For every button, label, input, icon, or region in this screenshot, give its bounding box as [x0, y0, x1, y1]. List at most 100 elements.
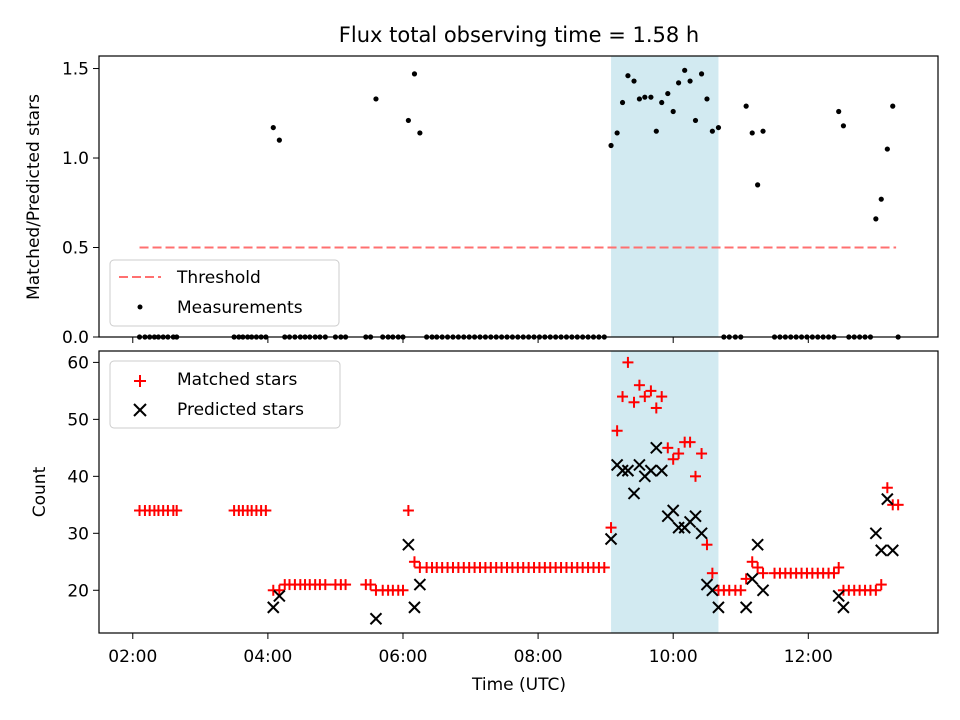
legend-predicted-label: Predicted stars: [177, 400, 304, 420]
predicted-star-point: [695, 527, 708, 540]
predicted-star-point: [751, 538, 764, 551]
measurement-point: [749, 130, 755, 136]
matched-star-point: [365, 579, 377, 591]
matched-star-point: [260, 505, 272, 517]
predicted-star-point: [655, 464, 668, 477]
chart-title: Flux total observing time = 1.58 h: [339, 23, 699, 47]
matched-star-point: [689, 470, 701, 482]
top-plot-frame: [98, 55, 939, 338]
top-y-tick-label: 1.5: [62, 60, 89, 80]
matched-star-point: [746, 556, 758, 568]
matched-star-point: [875, 579, 887, 591]
x-tick-label: 02:00: [108, 647, 157, 667]
measurement-point: [884, 146, 890, 152]
x-tick-label: 08:00: [514, 647, 563, 667]
bottom-highlight-span: [611, 351, 719, 633]
bottom-y-tick-label: 30: [67, 524, 89, 544]
measurement-point: [665, 90, 671, 97]
predicted-star-point: [650, 441, 663, 455]
matched-star-point: [650, 402, 662, 414]
measurement-point: [608, 142, 614, 149]
predicted-star-point: [413, 578, 427, 591]
matched-star-point: [319, 579, 331, 591]
legend-threshold-label: Threshold: [176, 268, 261, 288]
predicted-star-point: [756, 584, 770, 597]
measurement-point: [411, 71, 418, 77]
predicted-star-point: [627, 487, 641, 500]
matched-star-point: [171, 505, 183, 517]
predicted-star-point: [402, 538, 415, 551]
predicted-star-point: [739, 601, 753, 614]
matched-star-point: [828, 567, 840, 579]
matched-star-point: [757, 567, 769, 579]
matched-star-point: [684, 436, 696, 448]
predicted-star-point: [408, 601, 421, 614]
predicted-star-point: [666, 504, 680, 517]
bottom-legend-box: [109, 360, 341, 429]
matched-star-point: [870, 584, 882, 596]
matched-star-point: [740, 573, 752, 585]
measurement-point: [709, 128, 715, 134]
matched-star-point: [273, 584, 285, 596]
measurement-point: [631, 78, 637, 84]
measurement-point: [743, 103, 749, 109]
matched-star-point: [833, 561, 845, 573]
matched-star-point: [892, 499, 904, 511]
matched-star-point: [628, 396, 640, 408]
predicted-star-point: [832, 589, 845, 603]
bottom-y-tick-label: 60: [67, 353, 89, 373]
top-y-tick-label: 0.0: [62, 328, 89, 348]
measurement-point: [687, 78, 693, 84]
measurement-point: [704, 96, 710, 102]
measurement-point: [276, 137, 282, 143]
predicted-star-point: [267, 601, 280, 614]
predicted-star-point: [604, 532, 618, 546]
predicted-star-point: [869, 527, 883, 540]
predicted-star-point: [706, 584, 719, 597]
legend-measurements-swatch: [137, 304, 143, 310]
x-tick-label: 06:00: [378, 647, 427, 667]
measurement-point: [873, 216, 879, 222]
predicted-stars-series: [267, 441, 899, 625]
measurement-point: [675, 80, 682, 86]
measurement-point: [659, 99, 665, 106]
measurement-point: [614, 130, 620, 136]
legend-matched-swatch: [134, 375, 146, 387]
matched-star-point: [645, 385, 657, 397]
matched-star-point: [633, 379, 645, 391]
top-panel: 0.0 0.5 1.0 1.5 Matched/Predicted stars Thr…: [24, 55, 939, 348]
predicted-star-point: [633, 458, 646, 472]
bottom-y-tick-label: 50: [67, 410, 89, 430]
measurement-point: [682, 67, 688, 73]
bottom-legend: Matched stars Predicted stars: [109, 360, 341, 429]
bottom-y-axis-label: Count: [30, 466, 50, 517]
top-y-tick-label: 1.0: [62, 149, 89, 169]
predicted-star-point: [273, 589, 286, 603]
predicted-star-point: [712, 601, 725, 614]
measurement-point: [840, 123, 847, 129]
measurement-point: [715, 124, 722, 131]
predicted-star-point: [689, 510, 702, 523]
predicted-star-point: [886, 544, 899, 557]
measurement-point: [648, 94, 654, 100]
predicted-star-point: [616, 464, 629, 477]
matched-star-point: [662, 442, 674, 454]
matched-stars-series: [134, 356, 904, 596]
top-axis-ticks: 0.0 0.5 1.0 1.5: [62, 60, 809, 348]
matched-star-point: [611, 425, 623, 437]
measurement-point: [270, 124, 276, 131]
top-legend: Threshold Measurements: [109, 259, 340, 327]
measurement-point: [760, 128, 766, 134]
predicted-star-point: [746, 572, 759, 586]
bottom-y-tick-label: 40: [67, 467, 89, 487]
measurement-point: [670, 108, 676, 115]
matched-star-point: [408, 556, 420, 568]
measurement-point: [653, 128, 659, 134]
x-tick-label: 04:00: [243, 647, 292, 667]
predicted-star-point: [837, 601, 850, 614]
measurement-point: [836, 108, 842, 115]
x-tick-label: 12:00: [784, 647, 833, 667]
measurement-point: [625, 73, 631, 79]
matched-star-point: [605, 522, 617, 534]
